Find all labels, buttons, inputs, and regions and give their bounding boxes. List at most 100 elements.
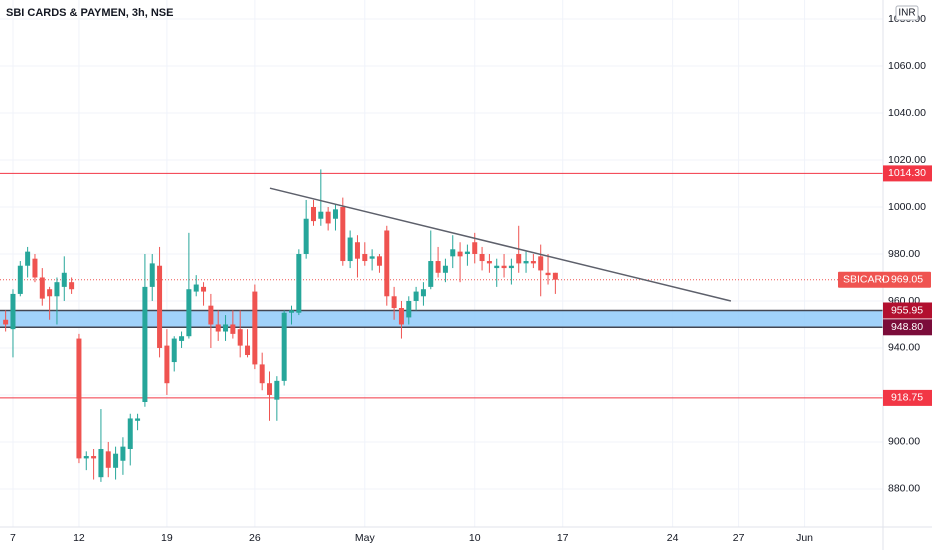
candle-body (267, 383, 273, 395)
candle-body (391, 296, 397, 309)
last-price-label: 969.05 (891, 273, 923, 285)
candle-body (164, 345, 170, 384)
candle-body (10, 293, 16, 330)
candle-body (142, 286, 148, 403)
candle-body (91, 456, 97, 459)
zone-top-label: 955.95 (891, 304, 923, 316)
trendline (269, 187, 732, 302)
candle-body (54, 282, 60, 297)
candle-body (354, 242, 360, 259)
currency-label: INR (898, 8, 915, 19)
candle-body (105, 451, 111, 468)
candle-body (76, 338, 82, 459)
candle-body (450, 249, 456, 257)
candle-body (281, 312, 287, 381)
candle-body (274, 380, 280, 400)
x-tick-label: 10 (469, 532, 481, 544)
zone (0, 310, 883, 328)
candle-body (193, 284, 199, 292)
candle-body (479, 253, 485, 262)
candle-body (98, 448, 104, 478)
candle-body (340, 206, 346, 262)
candle-body (523, 261, 529, 264)
candle-body (552, 272, 558, 280)
level-box (883, 165, 932, 182)
candle-body (296, 253, 302, 313)
separator (881, 278, 885, 281)
candle-body (83, 456, 89, 459)
candle-body (398, 308, 404, 325)
candle-body (288, 310, 294, 313)
candle-body (113, 453, 119, 468)
candle-body (501, 265, 507, 269)
level-label: 918.75 (891, 392, 923, 404)
candle-body (376, 256, 382, 266)
y-tick-label: 900.00 (888, 436, 920, 448)
x-tick-label: 17 (557, 532, 569, 544)
y-tick-label: 1060.00 (888, 60, 926, 72)
symbol-label: SBICARD (843, 273, 890, 285)
zone-top-box (883, 302, 932, 319)
zone-bottom-box (883, 319, 932, 336)
candle-body (486, 261, 492, 264)
candle-body (347, 237, 353, 262)
candle-body (472, 242, 478, 254)
x-tick-label: May (355, 532, 376, 544)
candle-body (369, 256, 375, 259)
candle-body (237, 329, 243, 346)
level-box (883, 389, 932, 406)
candle-body (179, 336, 185, 341)
candle-body (25, 251, 31, 266)
candle-body (230, 324, 236, 334)
candle-body (310, 206, 316, 222)
candle-body (457, 251, 463, 257)
chart-title: SBI CARDS & PAYMEN, 3h, NSE (6, 7, 173, 19)
y-tick-label: 1020.00 (888, 154, 926, 166)
candle-body (223, 324, 229, 332)
x-tick-label: 27 (733, 532, 745, 544)
candle-body (186, 289, 192, 337)
candle-body (428, 261, 434, 287)
x-tick-label: 19 (161, 532, 173, 544)
currency-badge (895, 5, 919, 21)
candle-body (127, 418, 133, 449)
candle-body (530, 261, 536, 264)
candle-body (149, 263, 155, 287)
candle-body (420, 289, 426, 297)
x-tick-label: 24 (667, 532, 679, 544)
candle-body (259, 364, 265, 384)
candle-body (3, 319, 9, 325)
candle-body (157, 265, 163, 348)
x-tick-label: 7 (10, 532, 16, 544)
candle-body (545, 272, 551, 276)
candle-body (208, 305, 214, 325)
candle-body (61, 272, 67, 287)
candle-body (508, 265, 514, 269)
y-tick-label: 1040.00 (888, 107, 926, 119)
candle-body (318, 211, 324, 219)
candle-body (413, 291, 419, 301)
candle-body (135, 418, 141, 421)
candle-body (303, 218, 309, 254)
candle-body (362, 253, 368, 262)
y-tick-label: 980.00 (888, 248, 920, 260)
x-tick-label: 12 (73, 532, 85, 544)
candle-body (442, 265, 448, 273)
candle-body (47, 289, 53, 297)
candle-body (17, 265, 23, 294)
last-price-box (838, 271, 931, 288)
candle-body (245, 345, 251, 356)
candle-body (435, 261, 441, 273)
candle-body (39, 277, 45, 299)
candle-body (332, 209, 338, 219)
y-tick-label: 1000.00 (888, 201, 926, 213)
candle-body (252, 291, 258, 365)
candle-body (120, 446, 126, 461)
candle-body (171, 338, 177, 363)
candle-body (215, 324, 221, 332)
candle-body (464, 251, 470, 254)
candle-body (201, 286, 207, 292)
candle-body (32, 258, 38, 278)
